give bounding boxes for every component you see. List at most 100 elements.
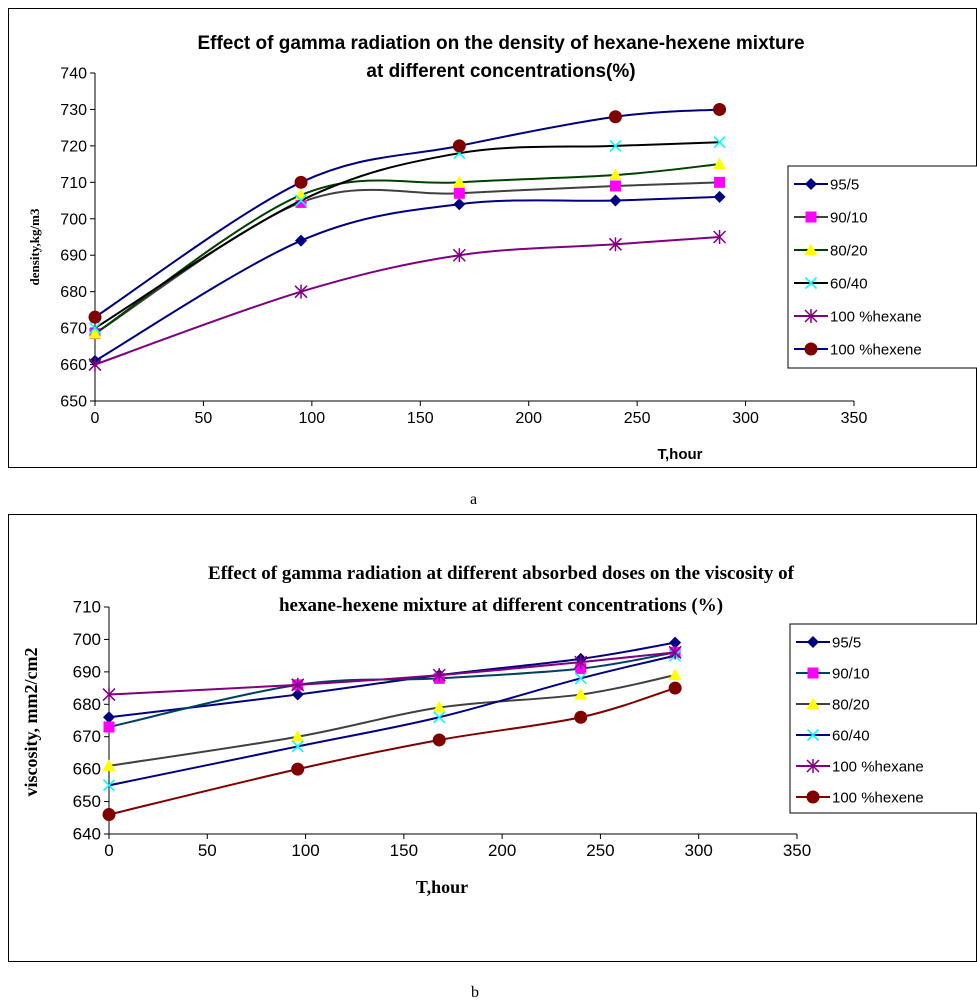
circle-marker — [713, 102, 727, 116]
x-tick-label: 250 — [586, 841, 614, 860]
data-point — [433, 711, 446, 724]
legend-label: 90/10 — [830, 210, 868, 227]
legend-item-100-hexene: 100 %hexene — [794, 342, 922, 359]
diamond-marker — [295, 234, 308, 247]
x-tick-label: 300 — [732, 410, 759, 427]
data-point — [102, 779, 116, 792]
legend-item-90-10: 90/10 — [796, 666, 870, 683]
legend-item-90-10: 90/10 — [794, 210, 868, 227]
square-marker — [609, 180, 621, 192]
series-100-hexene — [102, 681, 682, 822]
data-point — [713, 157, 727, 170]
diamond-marker — [807, 636, 819, 648]
x-marker-stroke — [294, 194, 308, 207]
data-point — [103, 711, 115, 724]
legend-label: 80/20 — [832, 697, 870, 714]
legend-marker — [806, 759, 820, 773]
x-tick-label: 250 — [624, 410, 651, 427]
legend-label: 95/5 — [830, 177, 859, 194]
legend-box — [789, 623, 977, 814]
data-point — [668, 681, 682, 695]
legend-item-100-hexene: 100 %hexene — [796, 790, 924, 807]
legend-label: 100 %hexane — [830, 309, 922, 326]
y-tick-label: 650 — [60, 394, 87, 411]
figure-caption-a: a — [470, 491, 478, 508]
legend-marker — [804, 309, 818, 323]
legend: 95/5 90/10 80/20 60/40 100 %hexane 100 %hexen… — [787, 165, 977, 369]
diamond-marker — [609, 194, 622, 207]
y-tick-label: 680 — [60, 284, 87, 301]
series-100-hexane — [102, 645, 682, 702]
density-chart: Effect of gamma radiation on the density… — [27, 33, 977, 463]
x-tick-label: 0 — [104, 841, 113, 860]
y-tick-label: 720 — [60, 138, 87, 155]
data-point — [102, 759, 116, 771]
data-point — [668, 668, 682, 681]
circle-marker — [291, 762, 305, 776]
chart-title-line: at different concentrations(%) — [366, 61, 635, 82]
chart-panel-a: Effect of gamma radiation on the density… — [8, 8, 977, 468]
legend-marker — [806, 790, 820, 804]
x-marker-stroke — [574, 672, 587, 685]
square-marker — [807, 667, 819, 679]
data-point — [432, 668, 446, 683]
legend-label: 100 %hexene — [832, 790, 924, 807]
legend-label: 60/40 — [830, 276, 868, 293]
legend-label: 100 %hexene — [830, 342, 922, 359]
series-line — [108, 654, 676, 787]
series-line — [94, 236, 720, 366]
x-marker-stroke — [88, 322, 102, 335]
figure-caption-b: b — [471, 984, 479, 1001]
data-point — [294, 284, 308, 299]
x-tick-label: 50 — [195, 410, 213, 427]
data-point — [574, 655, 588, 670]
x-tick-label: 300 — [685, 841, 713, 860]
data-point — [88, 327, 102, 339]
series-line — [108, 651, 676, 696]
x-marker-stroke — [102, 779, 116, 792]
y-tick-label: 670 — [60, 321, 87, 338]
data-point — [713, 102, 727, 116]
legend-marker — [805, 178, 817, 190]
y-tick-label: 700 — [60, 211, 87, 228]
y-tick-label: 670 — [73, 727, 101, 746]
chart-title-line: hexane-hexene mixture at different conce… — [279, 595, 723, 616]
circle-marker — [608, 110, 622, 124]
legend-label: 100 %hexane — [832, 759, 924, 776]
data-point — [452, 248, 466, 263]
data-point — [88, 357, 102, 372]
data-point — [609, 180, 621, 192]
diamond-marker — [805, 178, 817, 190]
data-point — [608, 110, 622, 124]
y-tick-label: 690 — [73, 662, 101, 681]
circle-marker — [88, 310, 102, 324]
triangle-marker — [668, 668, 682, 681]
legend-item-60-40: 60/40 — [796, 728, 870, 745]
data-point — [295, 196, 307, 208]
chart-title-line: Effect of gamma radiation on the density… — [197, 33, 804, 54]
series-100-hexane — [88, 230, 727, 372]
data-point — [608, 237, 622, 252]
legend-box — [787, 165, 977, 369]
triangle-marker — [713, 157, 727, 170]
x-marker-stroke — [433, 711, 446, 724]
circle-marker — [452, 139, 466, 153]
data-point — [88, 322, 102, 335]
data-point — [668, 645, 682, 660]
y-tick-label: 680 — [73, 695, 101, 714]
x-tick-label: 100 — [299, 410, 326, 427]
data-point — [294, 194, 308, 207]
series-90-10 — [89, 176, 726, 340]
diamond-marker — [669, 636, 682, 649]
data-point — [291, 740, 304, 753]
circle-marker — [806, 790, 820, 804]
y-tick-label: 660 — [60, 357, 87, 374]
legend-marker — [806, 697, 820, 709]
triangle-marker — [804, 243, 818, 255]
y-tick-label: 730 — [60, 102, 87, 119]
triangle-marker — [574, 688, 588, 700]
series-line — [94, 141, 720, 329]
x-axis-label: T,hour — [658, 446, 703, 463]
diamond-marker — [713, 190, 726, 203]
x-tick-label: 350 — [841, 410, 868, 427]
